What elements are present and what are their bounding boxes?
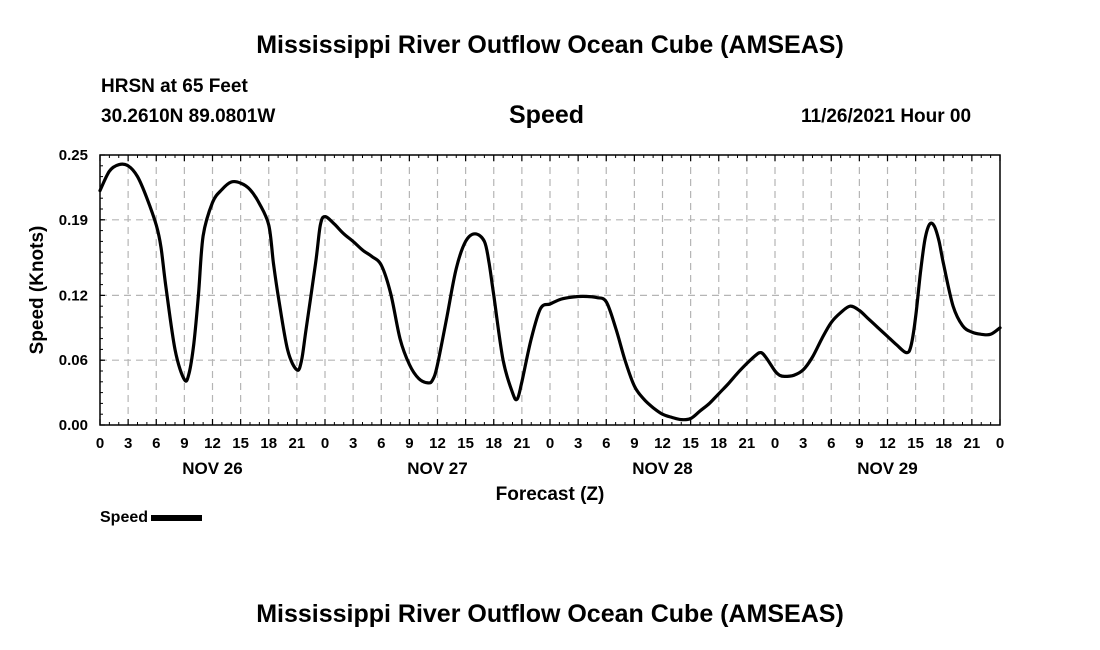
x-tick-label: 21 <box>964 435 981 452</box>
x-tick-label: 12 <box>654 435 671 452</box>
x-tick-label: 0 <box>546 435 554 452</box>
x-tick-label: 9 <box>630 435 638 452</box>
x-tick-label: 15 <box>682 435 699 452</box>
day-label: NOV 29 <box>857 459 917 478</box>
x-tick-label: 0 <box>96 435 104 452</box>
x-tick-label: 0 <box>771 435 779 452</box>
x-tick-label: 21 <box>289 435 306 452</box>
grid-lines <box>100 155 1000 425</box>
day-label: NOV 26 <box>182 459 242 478</box>
x-tick-label: 9 <box>405 435 413 452</box>
x-tick-label: 15 <box>457 435 474 452</box>
y-tick-label: 0.25 <box>59 147 88 164</box>
x-tick-labels: 0 3 6 9 12 15 18 21 0 3 6 9 12 15 18 21 0 3 6 9 12 15 18 21 0 3 6 9… <box>96 435 1004 452</box>
x-tick-label: 18 <box>485 435 502 452</box>
legend-label-speed: Speed <box>100 509 149 526</box>
x-tick-label: 18 <box>935 435 952 452</box>
station-label: HRSN at 65 Feet <box>101 76 248 97</box>
x-tick-label: 21 <box>514 435 531 452</box>
x-tick-label: 3 <box>349 435 357 452</box>
legend-swatch-speed <box>151 514 203 521</box>
x-tick-label: 0 <box>996 435 1004 452</box>
y-axis-label: Speed (Knots) <box>27 226 48 355</box>
x-tick-label: 21 <box>739 435 756 452</box>
y-tick-labels: 0.00 0.06 0.12 0.19 0.25 <box>59 147 88 434</box>
x-tick-label: 6 <box>377 435 385 452</box>
legend: Speed <box>100 509 203 527</box>
day-label: NOV 28 <box>632 459 692 478</box>
x-axis-label: Forecast (Z) <box>496 484 605 505</box>
x-tick-label: 15 <box>232 435 249 452</box>
x-tick-label: 9 <box>855 435 863 452</box>
variable-title: Speed <box>509 101 585 129</box>
x-tick-label: 18 <box>260 435 277 452</box>
x-tick-label: 6 <box>152 435 160 452</box>
day-labels: NOV 26 NOV 27 NOV 28 NOV 29 <box>182 459 917 478</box>
day-label: NOV 27 <box>407 459 467 478</box>
x-tick-label: 18 <box>710 435 727 452</box>
bottom-title: Mississippi River Outflow Ocean Cube (AM… <box>256 600 844 628</box>
x-tick-label: 3 <box>124 435 132 452</box>
x-tick-label: 6 <box>602 435 610 452</box>
x-tick-label: 12 <box>879 435 896 452</box>
x-tick-label: 3 <box>799 435 807 452</box>
speed-chart: 0.00 0.06 0.12 0.19 0.25 0 3 6 9 12 15 18 21 0 3 6 9 12 1… <box>27 147 1004 505</box>
y-tick-label: 0.19 <box>59 212 88 229</box>
x-tick-label: 3 <box>574 435 582 452</box>
y-tick-label: 0.00 <box>59 417 88 434</box>
x-tick-label: 15 <box>907 435 924 452</box>
plot-frame <box>99 154 1001 426</box>
chart-title: Mississippi River Outflow Ocean Cube (AM… <box>256 31 844 59</box>
y-tick-label: 0.06 <box>59 352 88 369</box>
x-tick-label: 12 <box>204 435 221 452</box>
speed-series-line <box>98 162 1002 422</box>
issued-time: 11/26/2021 Hour 00 <box>801 106 972 127</box>
x-tick-label: 9 <box>180 435 188 452</box>
y-tick-label: 0.12 <box>59 287 88 304</box>
x-tick-label: 0 <box>321 435 329 452</box>
station-coordinates: 30.2610N 89.0801W <box>101 106 276 127</box>
x-tick-label: 12 <box>429 435 446 452</box>
x-tick-label: 6 <box>827 435 835 452</box>
